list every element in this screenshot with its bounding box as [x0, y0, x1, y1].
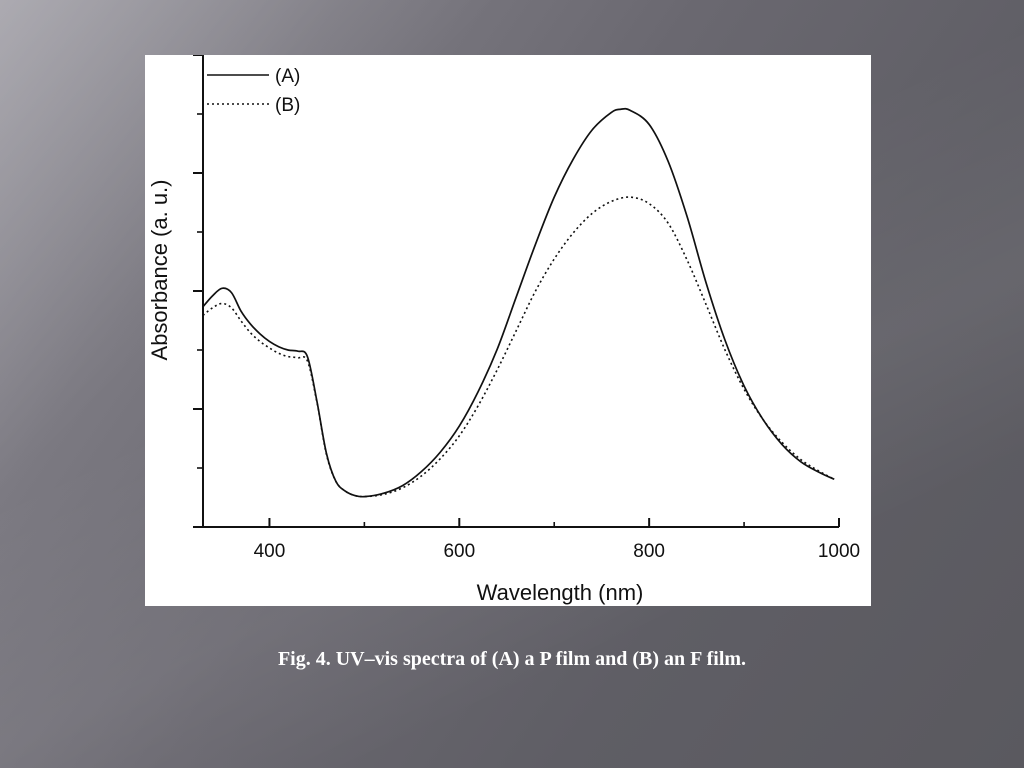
series-layer — [202, 107, 835, 498]
series-line-b — [202, 196, 835, 498]
x-tick-label: 800 — [633, 541, 665, 562]
legend-label-a: (A) — [275, 66, 300, 87]
x-tick-label: 600 — [443, 541, 475, 562]
x-tick-label: 1000 — [818, 541, 860, 562]
figure-caption: Fig. 4. UV–vis spectra of (A) a P film a… — [277, 648, 747, 670]
x-tick-label: 400 — [254, 541, 286, 562]
uv-vis-chart: 400 600 800 1000 (A) (B) Wavelength (nm) Ab… — [147, 55, 860, 605]
series-line-a — [202, 107, 835, 498]
x-ticks: 400 600 800 1000 — [254, 518, 860, 562]
y-axis-label: Absorbance (a. u.) — [147, 180, 172, 361]
legend-label-b: (B) — [275, 95, 300, 116]
x-axis-label: Wavelength (nm) — [477, 580, 644, 605]
y-ticks — [193, 55, 203, 528]
axes — [202, 55, 839, 528]
figure-panel: 400 600 800 1000 (A) (B) Wavelength (nm) Ab… — [145, 55, 871, 606]
legend: (A) (B) — [207, 66, 300, 116]
